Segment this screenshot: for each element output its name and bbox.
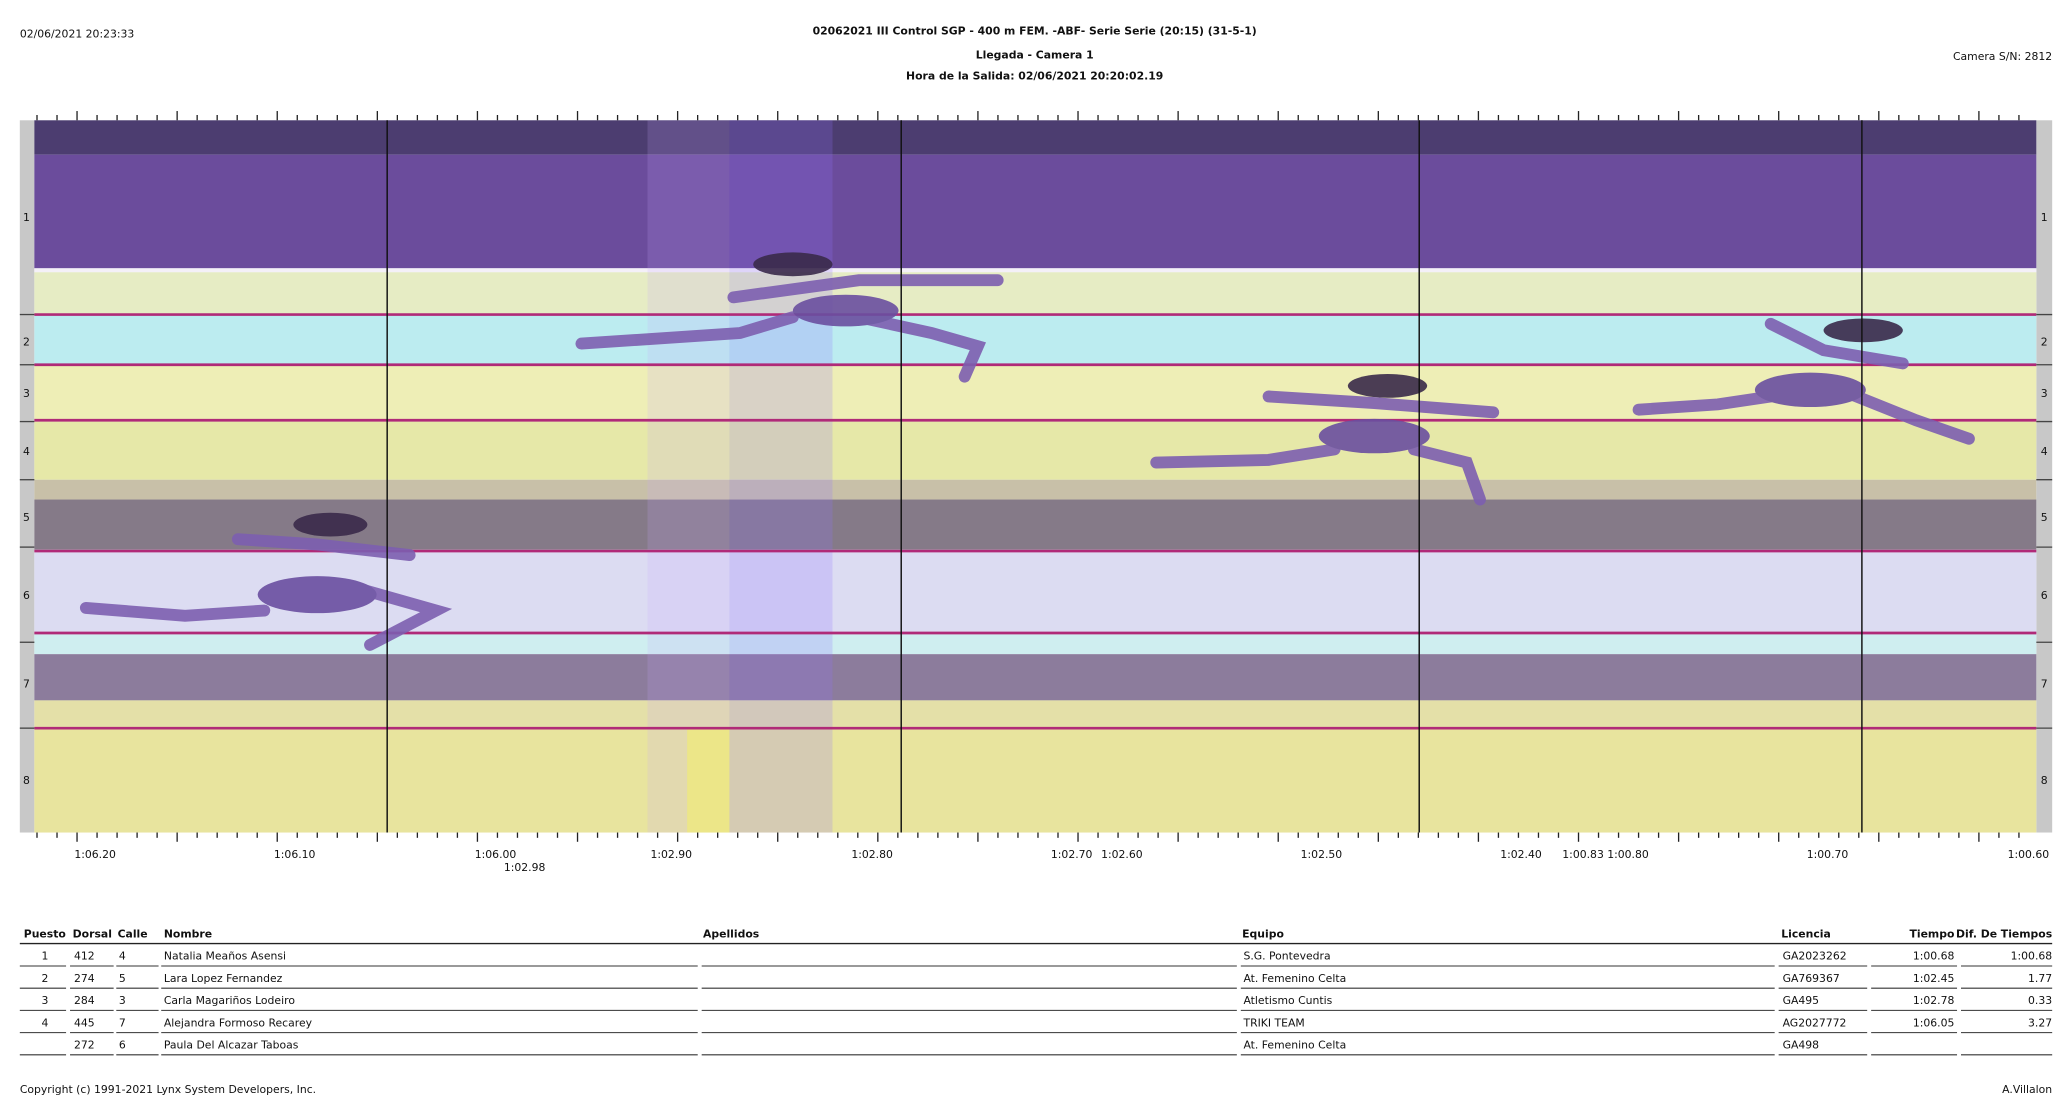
- table-cell: Lara Lopez Fernandez: [164, 972, 283, 985]
- table-cell: 272: [74, 1039, 95, 1052]
- table-cell: 5: [119, 972, 126, 985]
- lane-label: 5: [2041, 511, 2048, 524]
- table-cell: 412: [74, 950, 95, 963]
- table-cell: At. Femenino Celta: [1243, 972, 1346, 985]
- table-cell: 0.33: [2028, 994, 2052, 1007]
- time-label: 1:06.00: [475, 848, 517, 861]
- time-label: 1:06.10: [274, 848, 316, 861]
- table-cell: AG2027772: [1783, 1016, 1847, 1029]
- column-header: Puesto: [24, 927, 66, 940]
- table-cell: Carla Magariños Lodeiro: [164, 994, 295, 1007]
- lane-label: 2: [2041, 335, 2048, 348]
- time-label: 1:06.20: [74, 848, 116, 861]
- lane-label: 7: [23, 678, 30, 691]
- table-cell: GA498: [1783, 1039, 1820, 1052]
- table-cell: GA2023262: [1783, 950, 1847, 963]
- table-cell: Natalia Meaños Asensi: [164, 950, 286, 963]
- copyright: Copyright (c) 1991-2021 Lynx System Deve…: [20, 1083, 316, 1096]
- camera-serial: Camera S/N: 2812: [1953, 50, 2052, 63]
- time-label: 1:00.70: [1807, 848, 1849, 861]
- time-label: 1:00.80: [1607, 848, 1649, 861]
- lane-label: 3: [23, 387, 30, 400]
- table-cell: Alejandra Formoso Recarey: [164, 1016, 313, 1029]
- lane-label: 2: [23, 335, 30, 348]
- table-cell: TRIKI TEAM: [1242, 1016, 1304, 1029]
- column-header: Licencia: [1781, 927, 1831, 940]
- subtitle: Llegada - Camera 1: [976, 49, 1094, 62]
- time-label: 1:00.60: [2008, 848, 2050, 861]
- table-cell: 274: [74, 972, 95, 985]
- lane-label: 7: [2041, 678, 2048, 691]
- timestamp: 02/06/2021 20:23:33: [20, 27, 135, 40]
- table-cell: Atletismo Cuntis: [1243, 994, 1332, 1007]
- lane-label: 6: [23, 589, 30, 602]
- time-label: 1:00.83: [1562, 848, 1604, 861]
- table-cell: 445: [74, 1016, 95, 1029]
- time-label: 1:02.40: [1500, 848, 1542, 861]
- table-cell: 1.77: [2028, 972, 2052, 985]
- title: 02062021 III Control SGP - 400 m FEM. -A…: [813, 25, 1257, 38]
- operator: A.Villalon: [2002, 1083, 2052, 1096]
- column-header: Dorsal: [73, 927, 112, 940]
- start-time: Hora de la Salida: 02/06/2021 20:20:02.1…: [906, 70, 1163, 83]
- table-cell: 3: [119, 994, 126, 1007]
- table-cell: 1:02.78: [1913, 994, 1955, 1007]
- table-cell: 1: [41, 950, 48, 963]
- table-cell: 6: [119, 1039, 126, 1052]
- finish-photo: [19, 111, 2053, 842]
- lane-label: 5: [23, 511, 30, 524]
- table-cell: GA769367: [1783, 972, 1840, 985]
- lane-label: 1: [23, 211, 30, 224]
- column-header: Tiempo: [1909, 927, 1954, 940]
- lane-label: 3: [2041, 387, 2048, 400]
- time-label: 1:02.80: [851, 848, 893, 861]
- table-cell: 1:02.45: [1913, 972, 1955, 985]
- lane-label: 1: [2041, 211, 2048, 224]
- table-cell: 3: [41, 994, 48, 1007]
- time-label: 1:02.70: [1051, 848, 1093, 861]
- lane-label: 6: [2041, 589, 2048, 602]
- column-header: Dif. De Tiempos: [1956, 927, 2052, 940]
- lane-label: 4: [23, 445, 30, 458]
- time-label: 1:02.90: [651, 848, 693, 861]
- table-cell: 3.27: [2028, 1016, 2052, 1029]
- lane-label: 8: [23, 774, 30, 787]
- column-header: Nombre: [164, 927, 212, 940]
- column-header: Apellidos: [703, 927, 759, 940]
- table-cell: 4: [41, 1016, 48, 1029]
- column-header: Equipo: [1242, 927, 1284, 940]
- column-header: Calle: [118, 927, 148, 940]
- time-label: 1:02.98: [504, 861, 546, 874]
- table-cell: At. Femenino Celta: [1243, 1039, 1346, 1052]
- time-label: 1:02.50: [1301, 848, 1343, 861]
- table-cell: 1:00.68: [1913, 950, 1955, 963]
- table-cell: 4: [119, 950, 126, 963]
- lane-label: 8: [2041, 774, 2048, 787]
- table-cell: Paula Del Alcazar Taboas: [164, 1039, 299, 1052]
- table-cell: 7: [119, 1016, 126, 1029]
- table-cell: 1:00.68: [2011, 950, 2053, 963]
- table-cell: S.G. Pontevedra: [1243, 950, 1330, 963]
- table-cell: GA495: [1783, 994, 1819, 1007]
- time-label: 1:02.60: [1101, 848, 1143, 861]
- table-cell: 1:06.05: [1913, 1016, 1955, 1029]
- lane-label: 4: [2041, 445, 2048, 458]
- table-cell: 2: [41, 972, 48, 985]
- table-cell: 284: [74, 994, 95, 1007]
